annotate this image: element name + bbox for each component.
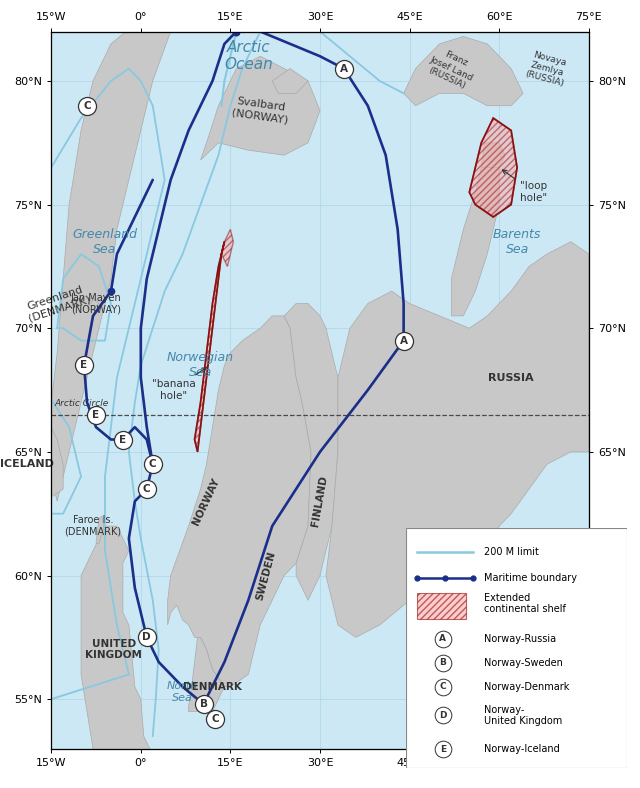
FancyBboxPatch shape bbox=[406, 528, 627, 768]
Text: B: B bbox=[200, 699, 207, 709]
Text: C: C bbox=[83, 101, 91, 110]
Text: Novaya
Zemlya
(RUSSIA): Novaya Zemlya (RUSSIA) bbox=[524, 49, 570, 88]
Text: Norway-Russia: Norway-Russia bbox=[484, 634, 556, 644]
Text: FINLAND: FINLAND bbox=[310, 475, 330, 528]
Text: RUSSIA: RUSSIA bbox=[488, 373, 534, 383]
Text: Faroe Is.
(DENMARK): Faroe Is. (DENMARK) bbox=[65, 515, 122, 537]
Polygon shape bbox=[81, 526, 152, 788]
Text: Svalbard
(NORWAY): Svalbard (NORWAY) bbox=[230, 96, 290, 125]
Polygon shape bbox=[168, 316, 311, 687]
Text: Jan Mayen
(NORWAY): Jan Mayen (NORWAY) bbox=[70, 292, 122, 314]
Polygon shape bbox=[284, 303, 338, 600]
Polygon shape bbox=[451, 160, 499, 316]
Text: UNITED
KINGDOM: UNITED KINGDOM bbox=[86, 639, 142, 660]
Text: Extended
continental shelf: Extended continental shelf bbox=[484, 593, 566, 615]
Text: Arctic Circle: Arctic Circle bbox=[54, 400, 108, 408]
Polygon shape bbox=[404, 36, 523, 106]
Text: "banana
hole": "banana hole" bbox=[152, 368, 206, 401]
Polygon shape bbox=[51, 12, 171, 501]
Text: E: E bbox=[81, 360, 88, 370]
Text: 200 M limit: 200 M limit bbox=[484, 547, 538, 557]
Text: D: D bbox=[439, 711, 447, 720]
Polygon shape bbox=[326, 242, 589, 637]
Text: A: A bbox=[399, 336, 408, 346]
Polygon shape bbox=[189, 637, 225, 712]
Text: A: A bbox=[439, 634, 446, 643]
Text: A: A bbox=[340, 64, 348, 73]
Text: Norwegian
Sea: Norwegian Sea bbox=[167, 351, 234, 379]
Polygon shape bbox=[272, 69, 308, 93]
Polygon shape bbox=[96, 516, 104, 544]
Polygon shape bbox=[481, 143, 505, 168]
Text: E: E bbox=[440, 745, 446, 753]
Text: Barents
Sea: Barents Sea bbox=[493, 228, 541, 255]
Text: Maritime boundary: Maritime boundary bbox=[484, 574, 577, 583]
Text: C: C bbox=[212, 714, 220, 724]
Text: SWEDEN: SWEDEN bbox=[255, 550, 278, 601]
Text: C: C bbox=[143, 484, 150, 494]
Text: ICELAND: ICELAND bbox=[1, 459, 54, 469]
Text: NORWAY: NORWAY bbox=[191, 476, 222, 526]
Polygon shape bbox=[221, 229, 234, 266]
Text: Franz
Josef Land
(RUSSIA): Franz Josef Land (RUSSIA) bbox=[424, 45, 479, 92]
Text: E: E bbox=[92, 410, 100, 420]
Text: Greenland
Sea: Greenland Sea bbox=[72, 228, 138, 255]
Polygon shape bbox=[200, 56, 320, 160]
Text: E: E bbox=[119, 434, 127, 444]
Polygon shape bbox=[0, 414, 63, 506]
Text: D: D bbox=[143, 632, 151, 642]
Text: North
Sea: North Sea bbox=[167, 681, 198, 703]
Text: C: C bbox=[149, 459, 157, 469]
Text: Norway-
United Kingdom: Norway- United Kingdom bbox=[484, 704, 562, 727]
Text: Norway-Denmark: Norway-Denmark bbox=[484, 682, 569, 692]
Polygon shape bbox=[87, 299, 99, 311]
Text: Greenland
(DENMARK): Greenland (DENMARK) bbox=[23, 283, 92, 324]
Polygon shape bbox=[469, 118, 517, 217]
Polygon shape bbox=[195, 242, 225, 452]
Text: B: B bbox=[440, 658, 446, 667]
Text: Arctic
Ocean: Arctic Ocean bbox=[224, 40, 273, 72]
Text: Norway-Sweden: Norway-Sweden bbox=[484, 657, 563, 667]
Text: "loop
hole": "loop hole" bbox=[502, 170, 547, 203]
Text: DENMARK: DENMARK bbox=[183, 682, 242, 692]
Text: C: C bbox=[440, 682, 446, 691]
Text: Norway-Iceland: Norway-Iceland bbox=[484, 744, 559, 754]
Bar bbox=[417, 593, 466, 619]
